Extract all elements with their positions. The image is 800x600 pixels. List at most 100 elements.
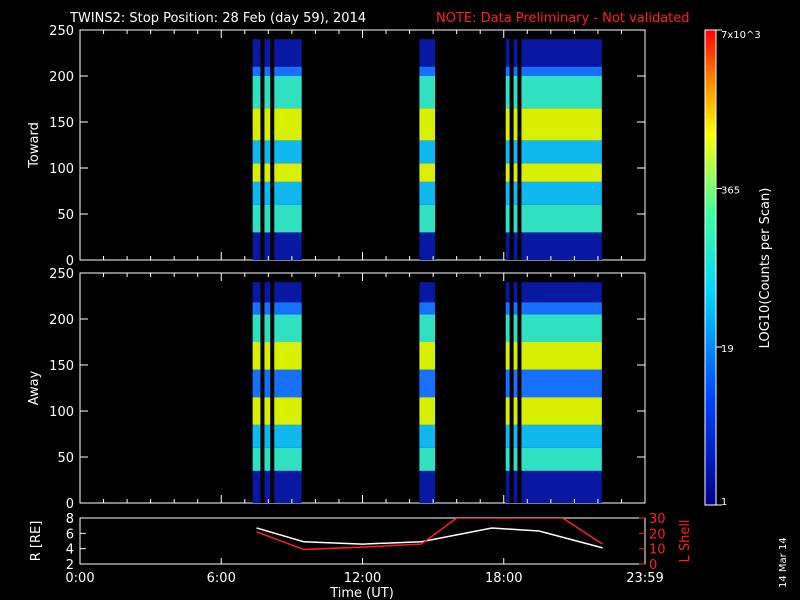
data-gap: [509, 282, 514, 503]
heatmap-band: [419, 302, 436, 315]
heatmap-band: [252, 181, 302, 205]
heatmap-band: [252, 163, 302, 182]
y-tick-label: 0: [66, 254, 74, 269]
data-gap: [260, 282, 265, 503]
r-tick-label: 2: [66, 558, 74, 573]
away-heatmap: [252, 282, 602, 503]
heatmap-band: [419, 424, 436, 448]
r-tick-label: 6: [66, 527, 74, 542]
orbit-lines: [256, 518, 604, 551]
y-tick-label: 150: [49, 359, 74, 374]
toward-ylabel: Toward: [27, 122, 42, 169]
date-stamp: 14 Mar 14: [778, 537, 789, 588]
heatmap-band: [505, 369, 602, 398]
lshell-series-line: [256, 518, 604, 551]
lshell-tick-label: 10: [649, 543, 666, 558]
y-tick-label: 50: [57, 208, 74, 223]
data-gap: [270, 282, 275, 503]
r-axis-label: R [RE]: [29, 521, 44, 562]
heatmap-band: [505, 447, 602, 471]
r-tick-label: 4: [66, 543, 74, 558]
heatmap-band: [505, 66, 602, 76]
colorbar-label: LOG10(Counts per Scan): [758, 188, 773, 349]
colorbar-tick-label: 7x10^3: [721, 30, 761, 41]
heatmap-band: [252, 302, 302, 315]
y-tick-label: 100: [49, 405, 74, 420]
heatmap-band: [419, 447, 436, 471]
heatmap-band: [505, 181, 602, 205]
data-gap: [270, 39, 275, 261]
heatmap-band: [419, 397, 436, 425]
heatmap-band: [252, 424, 302, 448]
y-tick-label: 200: [49, 313, 74, 328]
heatmap-band: [419, 204, 436, 233]
heatmap-band: [419, 76, 436, 109]
heatmap-band: [505, 204, 602, 233]
toward-heatmap: [252, 39, 602, 261]
heatmap-band: [252, 108, 302, 141]
heatmap-band: [252, 314, 302, 342]
heatmap-band: [505, 302, 602, 315]
y-tick-label: 250: [49, 24, 74, 39]
heatmap-band: [505, 163, 602, 182]
chart-title: TWINS2: Stop Position: 28 Feb (day 59), …: [69, 11, 366, 26]
heatmap-band: [252, 342, 302, 370]
y-tick-label: 150: [49, 116, 74, 131]
time-tick-label: 0:00: [65, 571, 94, 586]
heatmap-band: [505, 76, 602, 109]
orbit-frame: [79, 517, 646, 565]
data-gap: [260, 39, 265, 261]
heatmap-band: [505, 108, 602, 141]
y-tick-label: 200: [49, 70, 74, 85]
time-tick-label: 18:00: [485, 571, 522, 586]
heatmap-band: [419, 163, 436, 182]
heatmap-band: [419, 369, 436, 398]
heatmap-band: [419, 66, 436, 76]
heatmap-band: [419, 342, 436, 370]
heatmap-band: [419, 181, 436, 205]
y-tick-label: 100: [49, 162, 74, 177]
heatmap-band: [505, 342, 602, 370]
heatmap-band: [252, 369, 302, 398]
colorbar-tick-label: 1: [721, 497, 727, 508]
colorbar-tick-label: 365: [721, 185, 740, 196]
heatmap-band: [505, 397, 602, 425]
y-tick-label: 50: [57, 451, 74, 466]
colorbar-tick-label: 19: [721, 344, 734, 355]
away-panel: 0 50 100 150 200 250 Away: [27, 267, 646, 512]
colorbar: 7x10^3 365 19 1 LOG10(Counts per Scan): [704, 29, 773, 508]
heatmap-band: [252, 140, 302, 164]
time-tick-label: 12:00: [344, 571, 381, 586]
preliminary-note: NOTE: Data Preliminary - Not validated: [436, 11, 690, 26]
heatmap-band: [252, 447, 302, 471]
heatmap-band: [252, 204, 302, 233]
heatmap-band: [419, 314, 436, 342]
heatmap-band: [505, 424, 602, 448]
heatmap-band: [252, 397, 302, 425]
data-gap: [509, 39, 514, 261]
heatmap-band: [505, 314, 602, 342]
lshell-tick-label: 30: [649, 512, 666, 527]
lshell-tick-label: 0: [649, 558, 657, 573]
colorbar-gradient: [704, 29, 717, 506]
heatmap-band: [252, 66, 302, 76]
y-tick-label: 0: [66, 497, 74, 512]
heatmap-band: [419, 108, 436, 141]
time-tick-label: 23:59: [626, 571, 663, 586]
heatmap-band: [505, 140, 602, 164]
toward-panel: 0 50 100 150 200 250 Toward: [27, 24, 646, 269]
y-tick-label: 250: [49, 267, 74, 282]
heatmap-band: [419, 140, 436, 164]
time-axis-label: Time (UT): [329, 586, 394, 600]
away-ylabel: Away: [27, 370, 42, 405]
lshell-axis-label: L Shell: [678, 519, 693, 562]
data-gap: [517, 39, 522, 261]
lshell-tick-label: 20: [649, 527, 666, 542]
r-tick-label: 8: [66, 512, 74, 527]
heatmap-band: [252, 76, 302, 109]
data-gap: [517, 282, 522, 503]
time-tick-label: 6:00: [207, 571, 236, 586]
r-series-line: [256, 527, 603, 549]
